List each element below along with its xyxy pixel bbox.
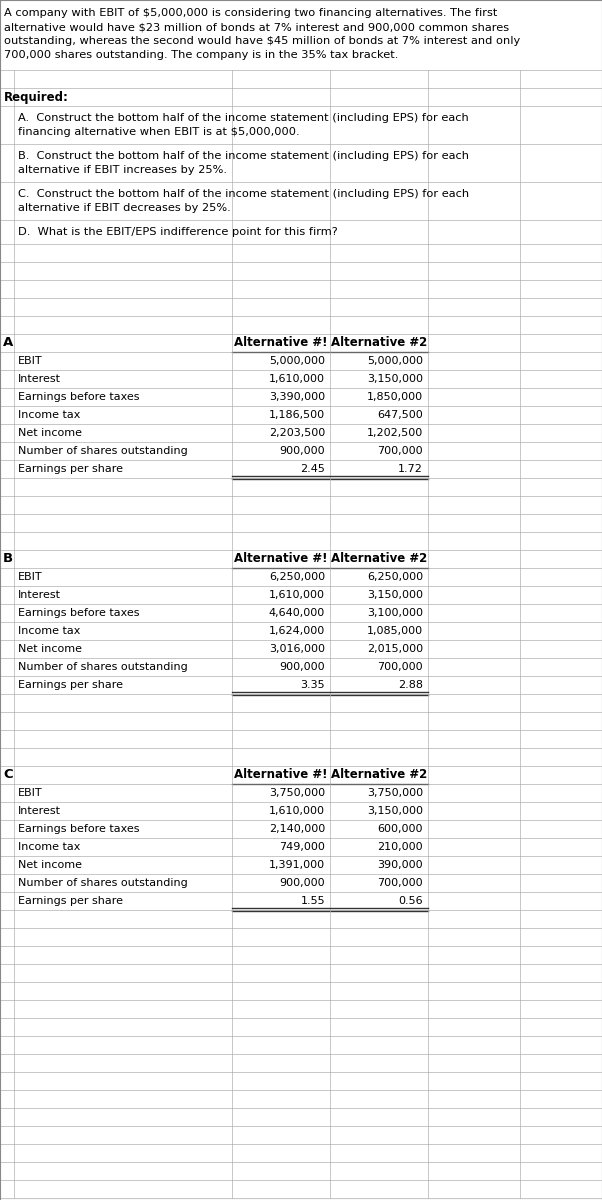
Text: 900,000: 900,000 <box>279 446 325 456</box>
Text: Alternative #!: Alternative #! <box>234 768 327 781</box>
Text: Alternative #2: Alternative #2 <box>331 552 427 565</box>
Text: B: B <box>3 552 13 565</box>
Text: outstanding, whereas the second would have $45 million of bonds at 7% interest a: outstanding, whereas the second would ha… <box>4 36 520 46</box>
Text: 4,640,000: 4,640,000 <box>268 608 325 618</box>
Text: Interest: Interest <box>18 806 61 816</box>
Text: 3,390,000: 3,390,000 <box>269 392 325 402</box>
Text: A company with EBIT of $5,000,000 is considering two financing alternatives. The: A company with EBIT of $5,000,000 is con… <box>4 8 497 18</box>
Text: 210,000: 210,000 <box>377 842 423 852</box>
Text: Earnings before taxes: Earnings before taxes <box>18 608 140 618</box>
Text: 647,500: 647,500 <box>377 410 423 420</box>
Text: 3,100,000: 3,100,000 <box>367 608 423 618</box>
Text: Alternative #2: Alternative #2 <box>331 336 427 349</box>
Text: Income tax: Income tax <box>18 410 81 420</box>
Text: Alternative #!: Alternative #! <box>234 552 327 565</box>
Text: 0.56: 0.56 <box>399 896 423 906</box>
Text: A: A <box>3 336 13 349</box>
Text: financing alternative when EBIT is at $5,000,000.: financing alternative when EBIT is at $5… <box>18 127 300 137</box>
Text: 5,000,000: 5,000,000 <box>269 356 325 366</box>
Text: alternative would have $23 million of bonds at 7% interest and 900,000 common sh: alternative would have $23 million of bo… <box>4 22 509 32</box>
Text: Net income: Net income <box>18 644 82 654</box>
Text: EBIT: EBIT <box>18 356 43 366</box>
Text: 1,610,000: 1,610,000 <box>269 806 325 816</box>
Text: A.  Construct the bottom half of the income statement (including EPS) for each: A. Construct the bottom half of the inco… <box>18 113 469 122</box>
Text: 1,085,000: 1,085,000 <box>367 626 423 636</box>
Text: 1,624,000: 1,624,000 <box>268 626 325 636</box>
Text: 2.88: 2.88 <box>398 680 423 690</box>
Text: Interest: Interest <box>18 374 61 384</box>
Text: 3,750,000: 3,750,000 <box>367 788 423 798</box>
Text: alternative if EBIT increases by 25%.: alternative if EBIT increases by 25%. <box>18 164 227 175</box>
Text: 700,000 shares outstanding. The company is in the 35% tax bracket.: 700,000 shares outstanding. The company … <box>4 50 399 60</box>
Text: EBIT: EBIT <box>18 572 43 582</box>
Text: 3,750,000: 3,750,000 <box>269 788 325 798</box>
Text: 700,000: 700,000 <box>377 878 423 888</box>
Text: 6,250,000: 6,250,000 <box>269 572 325 582</box>
Text: 2,203,500: 2,203,500 <box>268 428 325 438</box>
Text: Number of shares outstanding: Number of shares outstanding <box>18 878 188 888</box>
Text: alternative if EBIT decreases by 25%.: alternative if EBIT decreases by 25%. <box>18 203 231 214</box>
Text: Earnings before taxes: Earnings before taxes <box>18 824 140 834</box>
Text: Earnings per share: Earnings per share <box>18 896 123 906</box>
Text: 900,000: 900,000 <box>279 662 325 672</box>
Text: 6,250,000: 6,250,000 <box>367 572 423 582</box>
Text: 2,015,000: 2,015,000 <box>367 644 423 654</box>
Text: 3,150,000: 3,150,000 <box>367 590 423 600</box>
Text: Interest: Interest <box>18 590 61 600</box>
Text: Alternative #!: Alternative #! <box>234 336 327 349</box>
Text: Income tax: Income tax <box>18 626 81 636</box>
Text: 1,202,500: 1,202,500 <box>367 428 423 438</box>
Text: Earnings per share: Earnings per share <box>18 680 123 690</box>
Text: Number of shares outstanding: Number of shares outstanding <box>18 662 188 672</box>
Text: 390,000: 390,000 <box>377 860 423 870</box>
Text: 700,000: 700,000 <box>377 446 423 456</box>
Text: 1,610,000: 1,610,000 <box>269 374 325 384</box>
Text: EBIT: EBIT <box>18 788 43 798</box>
Text: 3,016,000: 3,016,000 <box>269 644 325 654</box>
Text: Earnings before taxes: Earnings before taxes <box>18 392 140 402</box>
Text: 1.72: 1.72 <box>398 464 423 474</box>
Text: Number of shares outstanding: Number of shares outstanding <box>18 446 188 456</box>
Text: Income tax: Income tax <box>18 842 81 852</box>
Text: 1,391,000: 1,391,000 <box>269 860 325 870</box>
Text: 3.35: 3.35 <box>300 680 325 690</box>
Text: 900,000: 900,000 <box>279 878 325 888</box>
Text: Net income: Net income <box>18 860 82 870</box>
Text: 600,000: 600,000 <box>377 824 423 834</box>
Text: D.  What is the EBIT/EPS indifference point for this firm?: D. What is the EBIT/EPS indifference poi… <box>18 227 338 236</box>
Text: 2.45: 2.45 <box>300 464 325 474</box>
Text: Net income: Net income <box>18 428 82 438</box>
Text: 3,150,000: 3,150,000 <box>367 806 423 816</box>
Text: Earnings per share: Earnings per share <box>18 464 123 474</box>
Text: 5,000,000: 5,000,000 <box>367 356 423 366</box>
Text: Required:: Required: <box>4 90 69 103</box>
Text: B.  Construct the bottom half of the income statement (including EPS) for each: B. Construct the bottom half of the inco… <box>18 151 469 161</box>
Text: C: C <box>3 768 13 781</box>
Text: 700,000: 700,000 <box>377 662 423 672</box>
Text: 1,850,000: 1,850,000 <box>367 392 423 402</box>
Text: 1,186,500: 1,186,500 <box>269 410 325 420</box>
Text: C.  Construct the bottom half of the income statement (including EPS) for each: C. Construct the bottom half of the inco… <box>18 188 469 199</box>
Text: 2,140,000: 2,140,000 <box>268 824 325 834</box>
Text: Alternative #2: Alternative #2 <box>331 768 427 781</box>
Text: 1.55: 1.55 <box>300 896 325 906</box>
Text: 1,610,000: 1,610,000 <box>269 590 325 600</box>
Text: 3,150,000: 3,150,000 <box>367 374 423 384</box>
Text: 749,000: 749,000 <box>279 842 325 852</box>
